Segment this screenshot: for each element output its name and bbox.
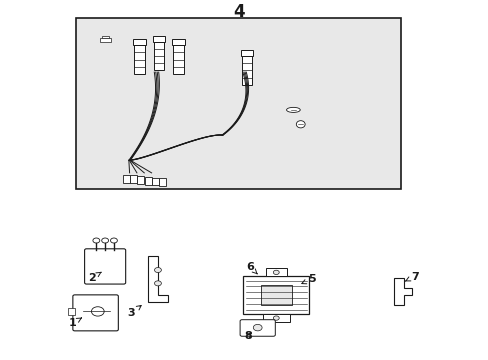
Bar: [134, 45, 144, 74]
Text: 7: 7: [405, 271, 418, 282]
Circle shape: [91, 307, 104, 316]
Text: 8: 8: [244, 330, 252, 341]
Bar: [243, 276, 308, 314]
Bar: [152, 36, 165, 41]
Ellipse shape: [296, 121, 305, 128]
Bar: [265, 269, 286, 276]
Text: 4: 4: [232, 3, 244, 21]
Circle shape: [102, 238, 108, 243]
Bar: [137, 176, 144, 184]
Bar: [173, 45, 183, 74]
Text: 5: 5: [301, 274, 315, 284]
Bar: [260, 285, 291, 305]
Bar: [262, 314, 289, 322]
Bar: [68, 308, 75, 315]
Circle shape: [154, 267, 161, 273]
Text: 3: 3: [127, 306, 141, 318]
Circle shape: [273, 316, 279, 320]
Bar: [240, 50, 253, 56]
FancyBboxPatch shape: [240, 320, 275, 336]
Polygon shape: [393, 278, 411, 305]
Bar: [102, 36, 109, 38]
FancyBboxPatch shape: [84, 249, 125, 284]
Bar: [133, 39, 145, 45]
Bar: [241, 56, 252, 85]
Bar: [152, 177, 159, 185]
Bar: [100, 38, 111, 41]
Ellipse shape: [286, 107, 300, 112]
Polygon shape: [148, 256, 167, 302]
Bar: [153, 41, 164, 70]
Circle shape: [93, 238, 100, 243]
Circle shape: [154, 281, 161, 286]
Circle shape: [273, 270, 279, 275]
Text: 1: 1: [68, 318, 81, 328]
Bar: [144, 177, 151, 185]
Bar: [172, 39, 184, 45]
Text: 6: 6: [246, 262, 257, 274]
Text: 2: 2: [88, 272, 101, 283]
Circle shape: [253, 324, 262, 331]
Circle shape: [110, 238, 117, 243]
Bar: [159, 178, 166, 186]
Bar: [122, 175, 129, 183]
Bar: [76, 18, 400, 189]
FancyBboxPatch shape: [73, 295, 118, 331]
Bar: [130, 175, 137, 183]
